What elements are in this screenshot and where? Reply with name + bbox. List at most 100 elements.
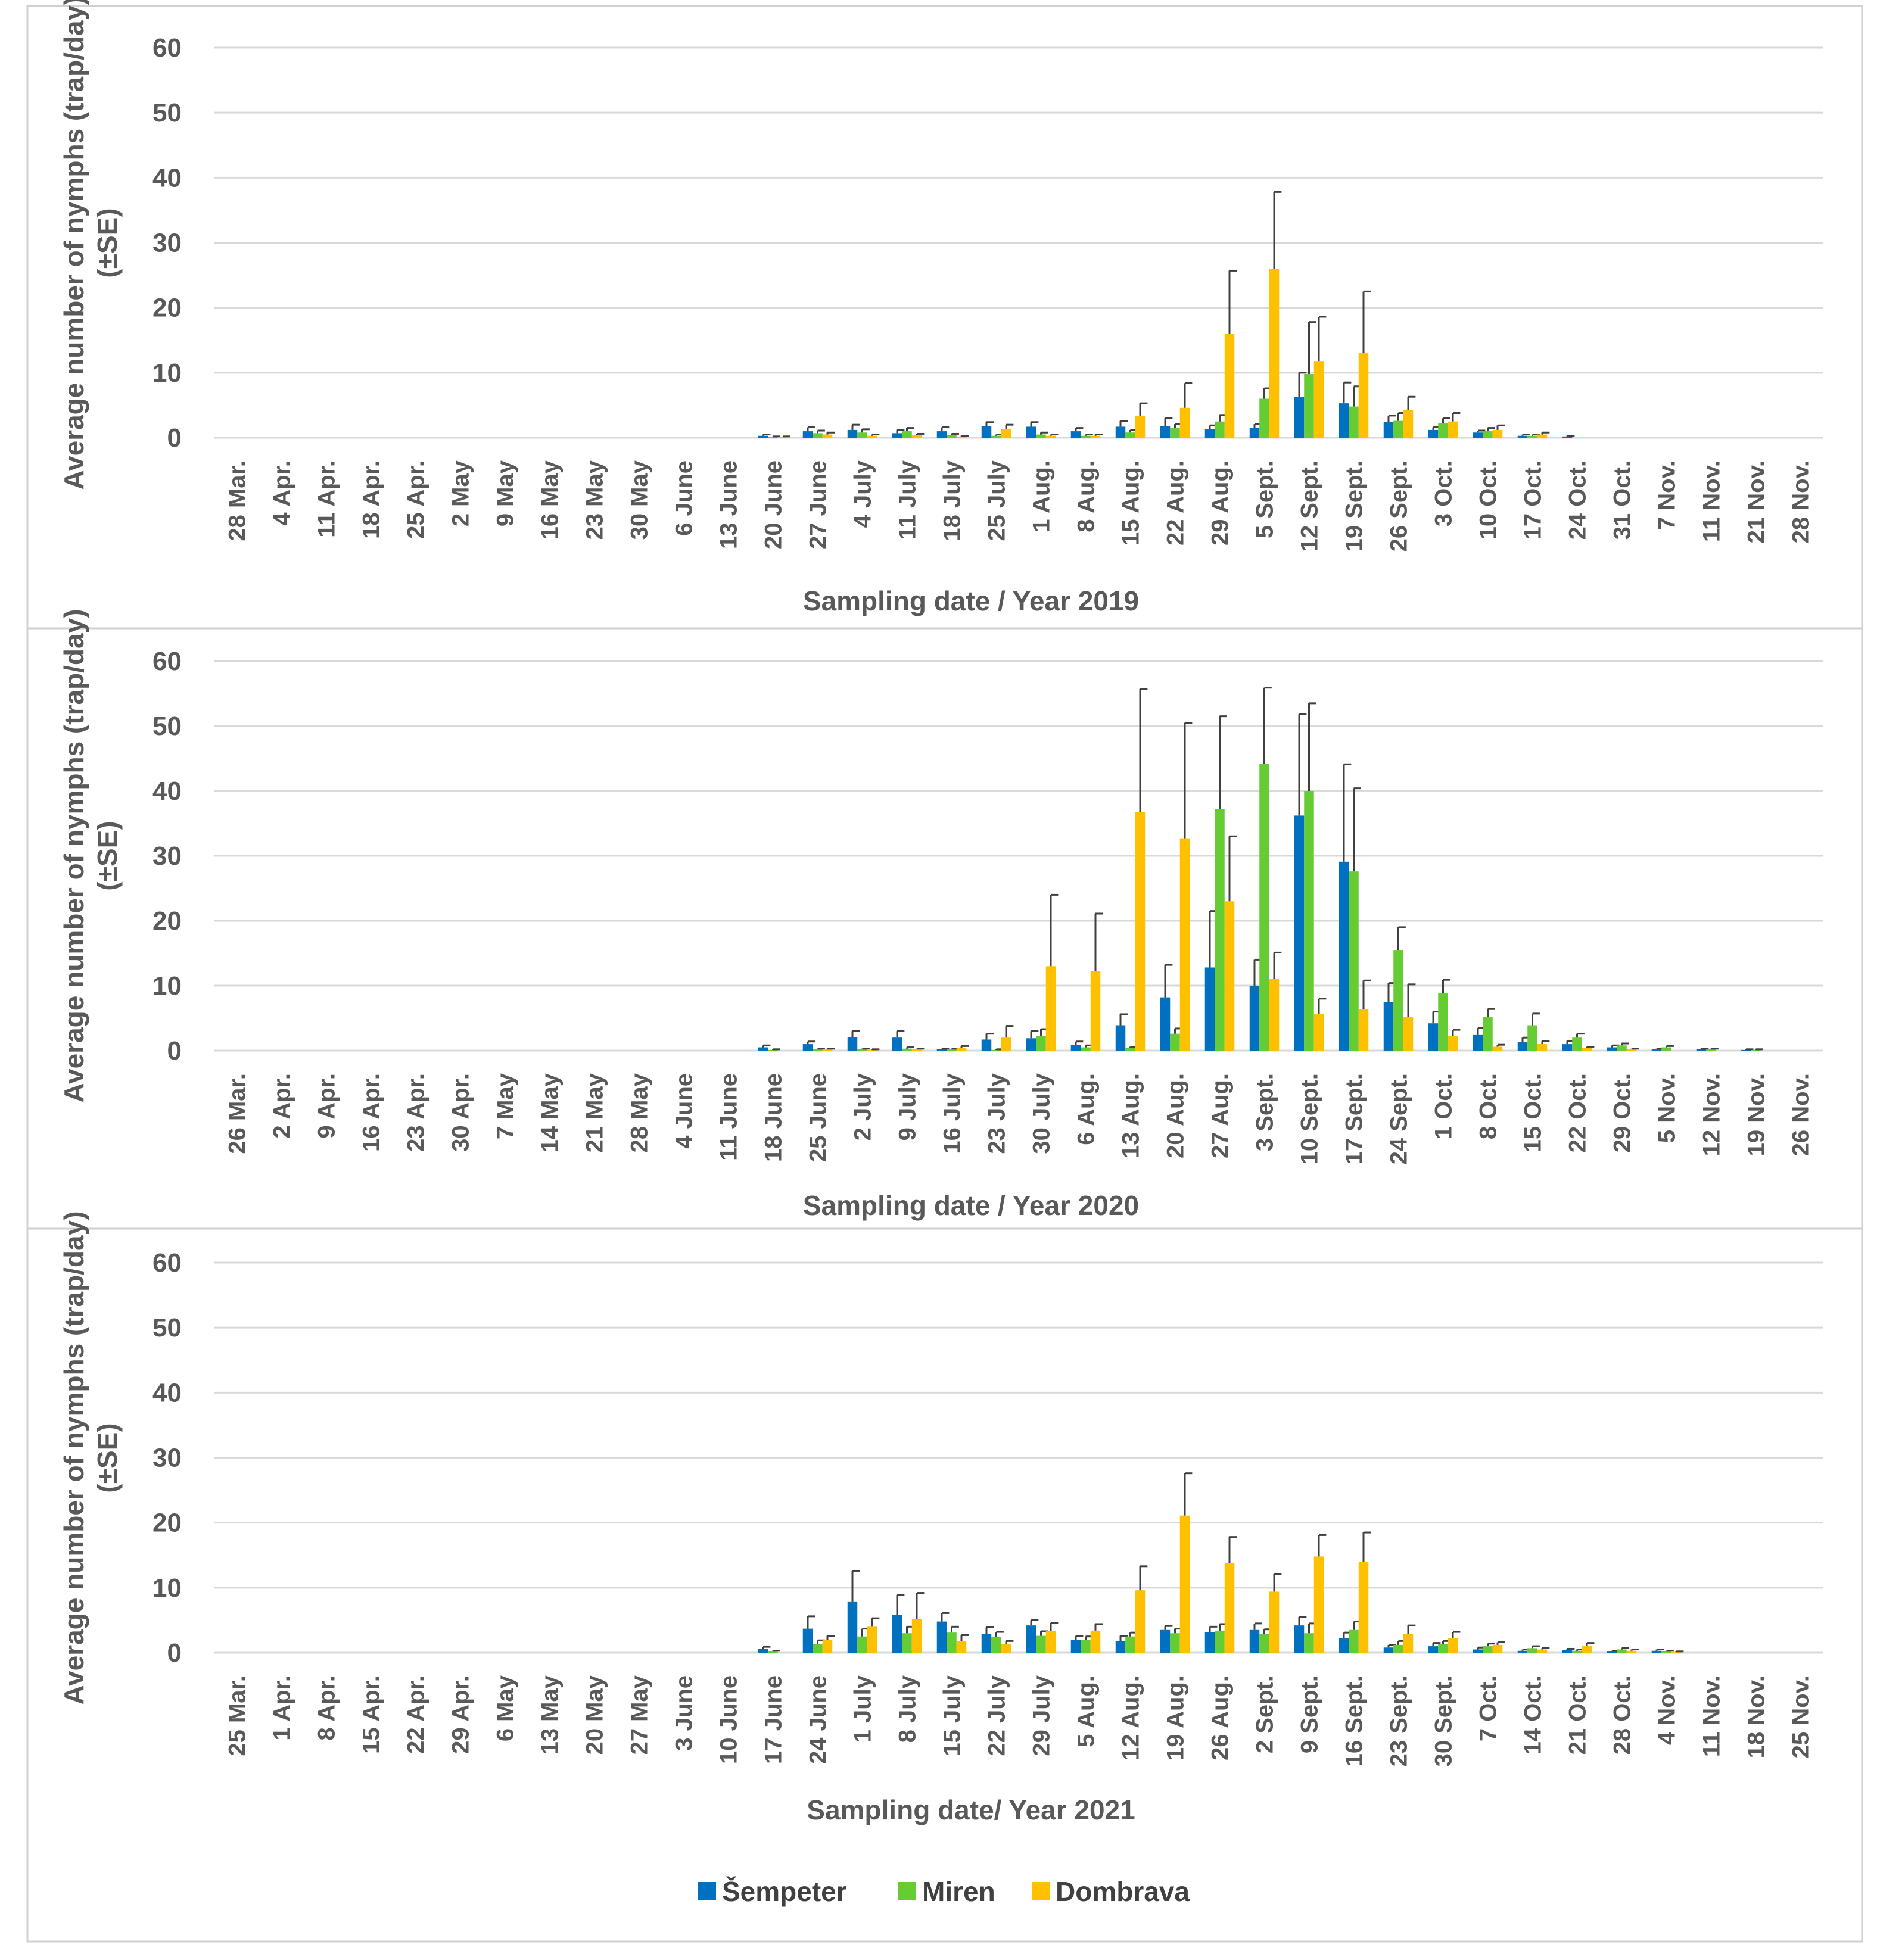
bar-sempeter	[1651, 1650, 1662, 1653]
bar-miren	[813, 1049, 823, 1051]
bar-sempeter	[1160, 1629, 1171, 1653]
bar-sempeter	[1339, 403, 1349, 438]
x-tick-label: 2 Apr.	[269, 1073, 295, 1139]
x-tick-label: 25 Mar.	[225, 1675, 251, 1756]
bar-dombrava	[1626, 1049, 1637, 1051]
bar-dombrava	[1671, 1651, 1682, 1653]
bar-sempeter	[1383, 422, 1394, 438]
x-tick-label: 16 May	[537, 460, 564, 540]
bar-miren	[1617, 1649, 1627, 1653]
bar-sempeter	[1562, 436, 1573, 438]
legend-label-miren: Miren	[922, 1876, 995, 1907]
bar-dombrava	[1179, 838, 1190, 1051]
bar-miren	[1527, 435, 1537, 438]
legend-swatch-dombrava	[1032, 1882, 1050, 1900]
bar-dombrava	[1313, 1014, 1324, 1051]
bar-sempeter	[847, 1037, 858, 1051]
y-tick-label: 10	[152, 359, 182, 388]
bar-sempeter	[1026, 1625, 1036, 1653]
bar-miren	[1170, 1033, 1180, 1051]
bar-dombrava	[1179, 407, 1190, 438]
x-tick-label: 2 May	[448, 460, 474, 526]
bar-miren	[1125, 1048, 1135, 1051]
bar-dombrava	[1001, 1037, 1011, 1051]
bar-miren	[1081, 435, 1091, 438]
bar-miren	[1393, 420, 1403, 438]
bar-miren	[1661, 1047, 1671, 1051]
x-tick-label: 23 Sept.	[1386, 1675, 1412, 1766]
x-tick-label: 2 Sept.	[1252, 1675, 1278, 1753]
x-tick-label: 26 Nov.	[1788, 1073, 1814, 1156]
x-tick-label: 8 Apr.	[314, 1675, 340, 1741]
bar-dombrava	[867, 1049, 877, 1051]
bar-sempeter	[1204, 967, 1215, 1051]
bar-dombrava	[1448, 1036, 1458, 1051]
bar-sempeter	[1026, 1038, 1036, 1051]
bar-dombrava	[1582, 1646, 1592, 1653]
x-tick-label: 23 July	[984, 1073, 1010, 1154]
bar-dombrava	[911, 1049, 922, 1051]
y-tick-label: 40	[152, 1378, 182, 1407]
bar-dombrava	[1045, 1631, 1056, 1653]
bar-sempeter	[1428, 429, 1439, 438]
x-tick-label: 15 Oct.	[1520, 1073, 1546, 1152]
bar-sempeter	[1115, 1641, 1126, 1653]
x-tick-label: 26 Mar.	[225, 1073, 251, 1154]
bar-dombrava	[956, 436, 967, 438]
bar-sempeter	[1115, 1025, 1126, 1051]
bar-dombrava	[956, 1641, 967, 1653]
x-tick-label: 22 Oct.	[1565, 1073, 1591, 1152]
y-tick-label: 20	[152, 1509, 182, 1538]
y-axis-title: Average number of nymphs (trap/day)(±SE)	[58, 0, 123, 490]
y-tick-label: 30	[152, 842, 182, 871]
x-tick-label: 17 Oct.	[1520, 460, 1546, 540]
bar-miren	[1036, 434, 1046, 438]
bar-sempeter	[892, 433, 902, 438]
bar-miren	[902, 431, 912, 438]
y-tick-label: 20	[152, 294, 182, 323]
y-tick-label: 50	[152, 98, 182, 127]
bar-miren	[1617, 1045, 1627, 1051]
y-axis-title: Average number of nymphs (trap/day)(±SE)	[58, 609, 123, 1102]
x-tick-label: 28 May	[627, 1073, 653, 1152]
bar-sempeter	[1383, 1647, 1394, 1653]
bar-miren	[1081, 1640, 1091, 1653]
bar-miren	[1170, 428, 1180, 438]
x-tick-label: 29 Oct.	[1610, 1073, 1636, 1152]
bar-sempeter	[1160, 997, 1171, 1051]
x-tick-label: 5 Nov.	[1654, 1073, 1680, 1143]
bar-dombrava	[1313, 361, 1324, 438]
x-tick-label: 13 May	[537, 1675, 564, 1755]
bar-sempeter	[1517, 1650, 1528, 1653]
bar-miren	[1304, 791, 1314, 1051]
x-tick-label: 22 July	[984, 1675, 1010, 1756]
x-tick-label: 9 July	[895, 1073, 921, 1141]
bar-dombrava	[1090, 435, 1101, 438]
x-tick-label: 22 Apr.	[403, 1675, 429, 1754]
bar-miren	[1438, 1644, 1448, 1653]
bar-miren	[1349, 406, 1359, 438]
x-tick-label: 12 Sept.	[1297, 460, 1323, 551]
bar-sempeter	[1204, 1632, 1215, 1653]
legend: Šempeter Miren Dombrava	[698, 1876, 1190, 1907]
bar-miren	[1393, 950, 1403, 1051]
bar-miren	[813, 1644, 823, 1653]
bar-sempeter	[847, 1601, 858, 1653]
x-tick-label: 15 Apr.	[359, 1675, 385, 1754]
bar-sempeter	[1026, 426, 1036, 438]
bar-dombrava	[1403, 1634, 1414, 1653]
x-tick-label: 26 Aug.	[1207, 1675, 1234, 1760]
bar-miren	[813, 433, 823, 438]
x-tick-label: 14 May	[537, 1073, 564, 1152]
bar-sempeter	[1473, 432, 1483, 438]
bar-miren	[857, 1049, 867, 1051]
y-tick-label: 40	[152, 163, 182, 192]
x-tick-label: 19 Nov.	[1744, 1073, 1770, 1156]
bar-dombrava	[911, 1619, 922, 1653]
x-tick-label: 18 Apr.	[359, 460, 385, 539]
x-tick-label: 25 Apr.	[403, 460, 429, 539]
bar-sempeter	[802, 431, 813, 438]
bar-dombrava	[1224, 901, 1235, 1051]
y-tick-label: 0	[167, 423, 182, 453]
